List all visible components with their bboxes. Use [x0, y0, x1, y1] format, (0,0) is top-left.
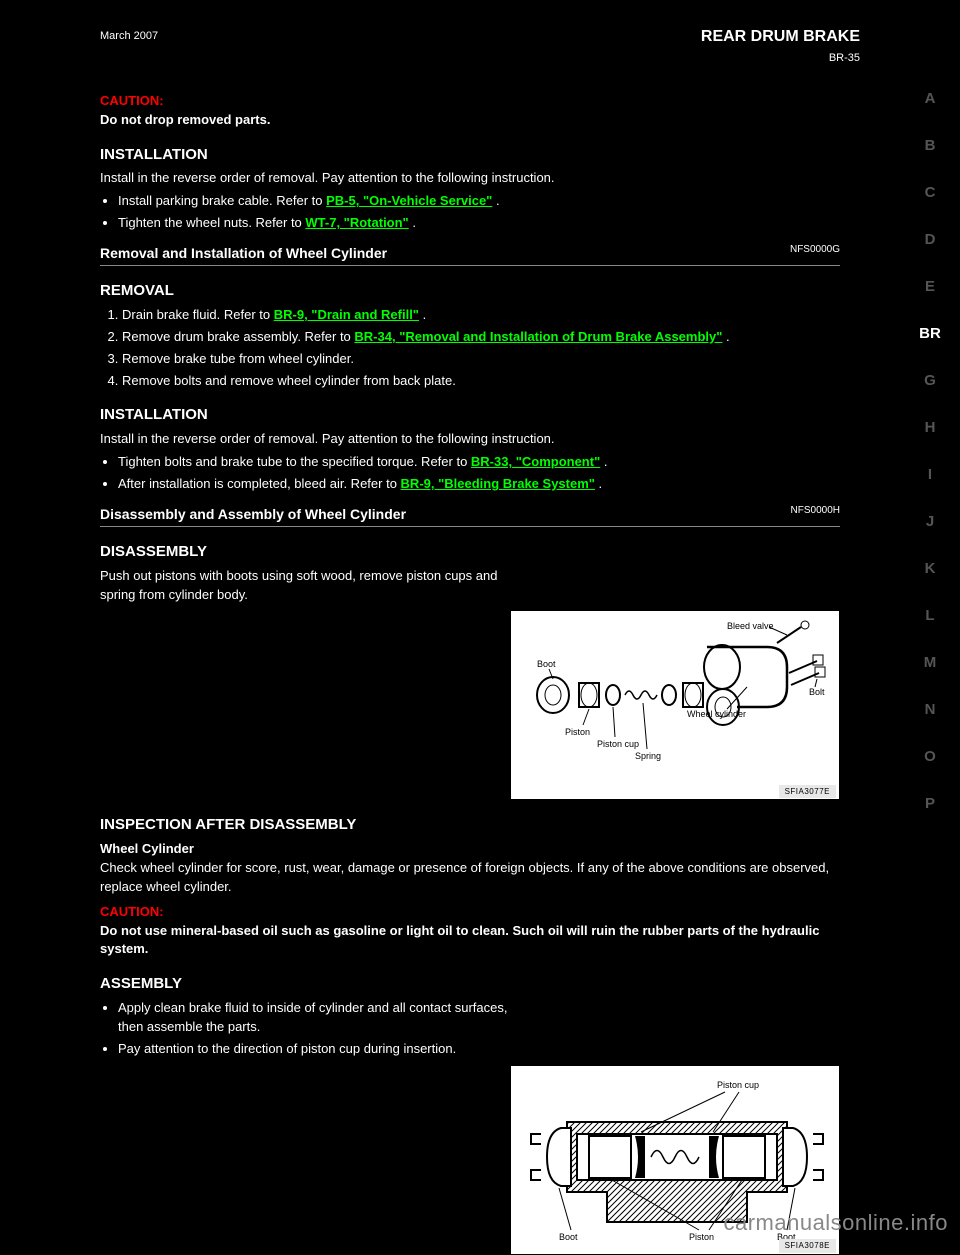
text: . — [595, 476, 602, 491]
heading-text: Disassembly and Assembly of Wheel Cylind… — [100, 504, 406, 524]
disassembly-assembly-heading: Disassembly and Assembly of Wheel Cylind… — [100, 504, 840, 527]
link-br34[interactable]: BR-34, "Removal and Installation of Drum… — [354, 329, 722, 344]
inspection-sub: Wheel Cylinder — [100, 840, 840, 859]
link-br9-drain[interactable]: BR-9, "Drain and Refill" — [274, 307, 419, 322]
text: . — [409, 215, 416, 230]
caution-text: Do not drop removed parts. — [100, 112, 270, 127]
removal-steps: Drain brake fluid. Refer to BR-9, "Drain… — [100, 306, 840, 390]
sidebar-item-a[interactable]: A — [925, 90, 936, 107]
label-bleed-valve: Bleed valve — [727, 621, 774, 631]
section-sidebar: A B C D E BR G H I J K L M N O P — [918, 90, 942, 812]
assembly-heading: ASSEMBLY — [100, 973, 840, 995]
label-spring: Spring — [635, 751, 661, 761]
sidebar-item-d[interactable]: D — [925, 231, 936, 248]
link-br33[interactable]: BR-33, "Component" — [471, 454, 600, 469]
sidebar-item-o[interactable]: O — [924, 748, 936, 765]
figure1-row: Boot Piston Piston cup Spring — [100, 610, 840, 800]
heading-text: Removal and Installation of Wheel Cylind… — [100, 243, 387, 263]
watermark: carmanualsonline.info — [723, 1210, 948, 1236]
sidebar-item-br[interactable]: BR — [919, 325, 941, 342]
text: After installation is completed, bleed a… — [118, 476, 401, 491]
removal-step-2: Remove drum brake assembly. Refer to BR-… — [122, 328, 840, 347]
figure1-footer: SFIA3077E — [779, 785, 836, 799]
install2-text: Install in the reverse order of removal.… — [100, 430, 840, 449]
header-title: REAR DRUM BRAKE — [100, 28, 900, 46]
label-piston-cup2: Piston cup — [717, 1080, 759, 1090]
text: . — [492, 193, 499, 208]
assembly-bullet-2: Pay attention to the direction of piston… — [118, 1040, 525, 1059]
install2-bullet-1: Tighten bolts and brake tube to the spec… — [118, 453, 840, 472]
figure-exploded-view: Boot Piston Piston cup Spring — [510, 610, 840, 800]
ref-code: NFS0000H — [791, 504, 840, 524]
page-number: BR-35 — [100, 52, 900, 64]
install-bullet-2: Tighten the wheel nuts. Refer to WT-7, "… — [118, 214, 840, 233]
page: March 2007 REAR DRUM BRAKE BR-35 A B C D… — [0, 0, 960, 1242]
figure2-footer: SFIA3078E — [779, 1239, 836, 1253]
label-bolt: Bolt — [809, 687, 825, 697]
sidebar-item-h[interactable]: H — [925, 419, 936, 436]
label-piston: Piston — [565, 727, 590, 737]
sidebar-item-p[interactable]: P — [925, 795, 935, 812]
caution2-text: Do not use mineral-based oil such as gas… — [100, 923, 819, 957]
label-piston-cup: Piston cup — [597, 739, 639, 749]
text: . — [600, 454, 607, 469]
caution2-label: CAUTION: — [100, 904, 164, 919]
disassembly-heading: DISASSEMBLY — [100, 541, 840, 563]
removal-step-1: Drain brake fluid. Refer to BR-9, "Drain… — [122, 306, 840, 325]
installation2-heading: INSTALLATION — [100, 404, 840, 426]
label-boot-left: Boot — [559, 1232, 578, 1242]
text: . — [722, 329, 729, 344]
removal-step-3: Remove brake tube from wheel cylinder. — [122, 350, 840, 369]
caution-label: CAUTION: — [100, 93, 164, 108]
text: Remove drum brake assembly. Refer to — [122, 329, 354, 344]
text: Tighten the wheel nuts. Refer to — [118, 215, 305, 230]
sidebar-item-n[interactable]: N — [925, 701, 936, 718]
sidebar-item-i[interactable]: I — [928, 466, 932, 483]
wheel-cylinder-heading: Removal and Installation of Wheel Cylind… — [100, 243, 840, 266]
label-boot: Boot — [537, 659, 556, 669]
ref-code: NFS0000G — [790, 243, 840, 263]
text: . — [419, 307, 426, 322]
text: Drain brake fluid. Refer to — [122, 307, 274, 322]
sidebar-item-k[interactable]: K — [925, 560, 936, 577]
sidebar-item-e[interactable]: E — [925, 278, 935, 295]
sidebar-item-b[interactable]: B — [925, 137, 936, 154]
caution2-block: CAUTION: Do not use mineral-based oil su… — [100, 903, 840, 960]
install-text: Install in the reverse order of removal.… — [100, 169, 840, 188]
install2-bullet-2: After installation is completed, bleed a… — [118, 475, 840, 494]
installation-heading: INSTALLATION — [100, 144, 840, 166]
link-wt7[interactable]: WT-7, "Rotation" — [305, 215, 408, 230]
label-piston2: Piston — [689, 1232, 714, 1242]
sidebar-item-j[interactable]: J — [926, 513, 934, 530]
link-pb5[interactable]: PB-5, "On-Vehicle Service" — [326, 193, 492, 208]
sidebar-item-c[interactable]: C — [925, 184, 936, 201]
install-bullet-1: Install parking brake cable. Refer to PB… — [118, 192, 840, 211]
disassembly-text: Push out pistons with boots using soft w… — [100, 567, 507, 605]
caution-block: CAUTION: Do not drop removed parts. — [100, 92, 840, 130]
sidebar-item-g[interactable]: G — [924, 372, 936, 389]
sidebar-item-m[interactable]: M — [924, 654, 937, 671]
assembly-bullet-1: Apply clean brake fluid to inside of cyl… — [118, 999, 525, 1037]
removal-heading: REMOVAL — [100, 280, 840, 302]
label-wheel-cylinder: Wheel cylinder — [687, 709, 746, 719]
inspection-heading: INSPECTION AFTER DISASSEMBLY — [100, 814, 840, 836]
inspection-text: Check wheel cylinder for score, rust, we… — [100, 859, 840, 897]
link-br9-bleed[interactable]: BR-9, "Bleeding Brake System" — [401, 476, 595, 491]
content: CAUTION: Do not drop removed parts. INST… — [100, 92, 900, 1255]
text: Install parking brake cable. Refer to — [118, 193, 326, 208]
text: Tighten bolts and brake tube to the spec… — [118, 454, 471, 469]
removal-step-4: Remove bolts and remove wheel cylinder f… — [122, 372, 840, 391]
sidebar-item-l[interactable]: L — [925, 607, 934, 624]
